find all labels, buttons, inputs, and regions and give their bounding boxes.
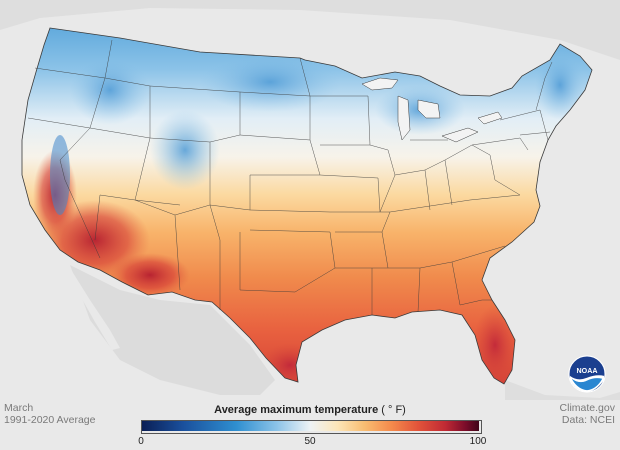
noaa-logo-text: NOAA bbox=[577, 367, 598, 375]
map-credits: Climate.gov Data: NCEI bbox=[560, 402, 615, 426]
legend-title: Average maximum temperature ( ° F) bbox=[140, 404, 480, 416]
noaa-logo-icon: NOAA bbox=[568, 355, 606, 393]
legend-color-bar bbox=[141, 420, 482, 434]
legend-unit: ( ° F) bbox=[381, 404, 406, 416]
period-label: March bbox=[4, 402, 34, 414]
normal-period-label: 1991-2020 Average bbox=[4, 414, 96, 426]
legend-tick-min: 0 bbox=[138, 436, 144, 447]
map-period: March 1991-2020 Average bbox=[4, 402, 95, 426]
credit-label: Climate.gov bbox=[559, 402, 615, 414]
legend-tick-max: 100 bbox=[469, 436, 487, 447]
legend-title-text: Average maximum temperature bbox=[214, 404, 379, 416]
data-source-label: Data: NCEI bbox=[561, 414, 615, 426]
legend-tick-mid: 50 bbox=[304, 436, 316, 447]
